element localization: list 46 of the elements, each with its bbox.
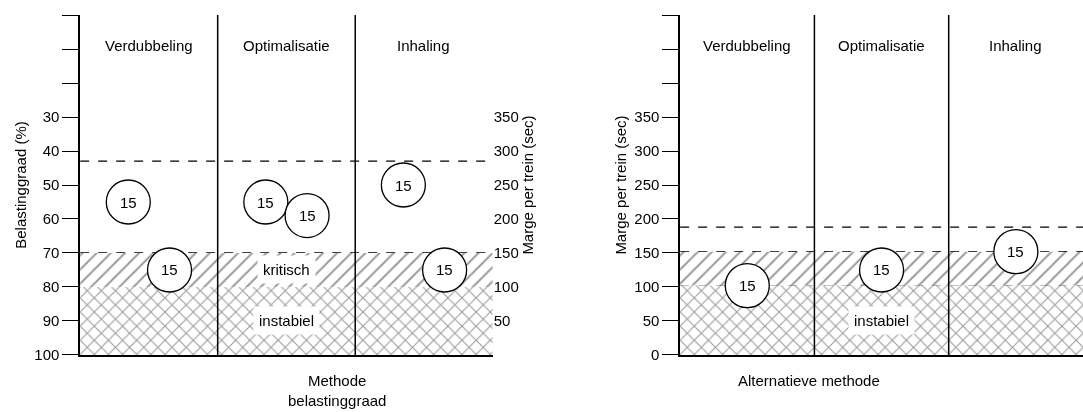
x-tick-label: Verdubbeling xyxy=(105,37,193,54)
y-tick-label: 50 xyxy=(42,176,60,194)
y-axis-title: Belastinggraad (%) xyxy=(12,121,30,249)
y-tick-label: 100 xyxy=(634,278,660,296)
annotation: 15 xyxy=(257,194,274,211)
y-tick-label: 150 xyxy=(634,244,660,262)
annotation: 15 xyxy=(120,194,137,211)
y2-tick-label: 350 xyxy=(493,108,519,126)
y-tick-label: 250 xyxy=(634,176,660,194)
annotation: 15 xyxy=(739,277,756,294)
x-tick-label: Inhaling xyxy=(989,37,1042,54)
band-label: instabiel xyxy=(854,312,910,329)
y-tick-label: 350 xyxy=(634,108,660,126)
band-label: kritisch xyxy=(263,261,310,278)
annotation: 15 xyxy=(1007,243,1024,260)
annotation: 15 xyxy=(873,261,890,278)
y2-tick-label: 50 xyxy=(493,312,511,330)
annotation: 15 xyxy=(161,261,178,278)
y-tick-label: 50 xyxy=(642,312,660,330)
x-axis-title: Alternatieve methode xyxy=(738,372,880,389)
x-tick-label: Optimalisatie xyxy=(243,37,330,54)
y-tick-label: 60 xyxy=(42,210,60,228)
y2-axis-title: Marge per trein (sec) xyxy=(518,115,536,255)
x-tick-label: Inhaling xyxy=(397,37,450,54)
y-axis-title: Marge per trein (sec) xyxy=(612,115,630,255)
y-tick-label: 300 xyxy=(634,142,660,160)
x-tick-label: Optimalisatie xyxy=(838,37,925,54)
y-tick-label: 40 xyxy=(42,142,60,160)
band-label: instabiel xyxy=(259,312,315,329)
annotation: 15 xyxy=(299,207,316,224)
y-tick-label: 200 xyxy=(634,210,660,228)
y2-tick-label: 100 xyxy=(493,278,519,296)
y-tick-label: 90 xyxy=(42,312,60,330)
y2-tick-label: 150 xyxy=(493,244,519,262)
y-tick-label: 100 xyxy=(34,346,60,364)
y2-tick-label: 200 xyxy=(493,210,519,228)
y-tick-label: 30 xyxy=(42,108,60,126)
y-tick-label: 0 xyxy=(651,346,660,364)
y-tick-label: 70 xyxy=(42,244,60,262)
annotation: 15 xyxy=(395,177,412,194)
y2-tick-label: 300 xyxy=(493,142,519,160)
x-axis-title: Methode belastinggraad xyxy=(288,372,387,409)
y-tick-label: 80 xyxy=(42,278,60,296)
x-tick-label: Verdubbeling xyxy=(703,37,791,54)
y2-tick-label: 250 xyxy=(493,176,519,194)
annotation: 15 xyxy=(436,261,453,278)
